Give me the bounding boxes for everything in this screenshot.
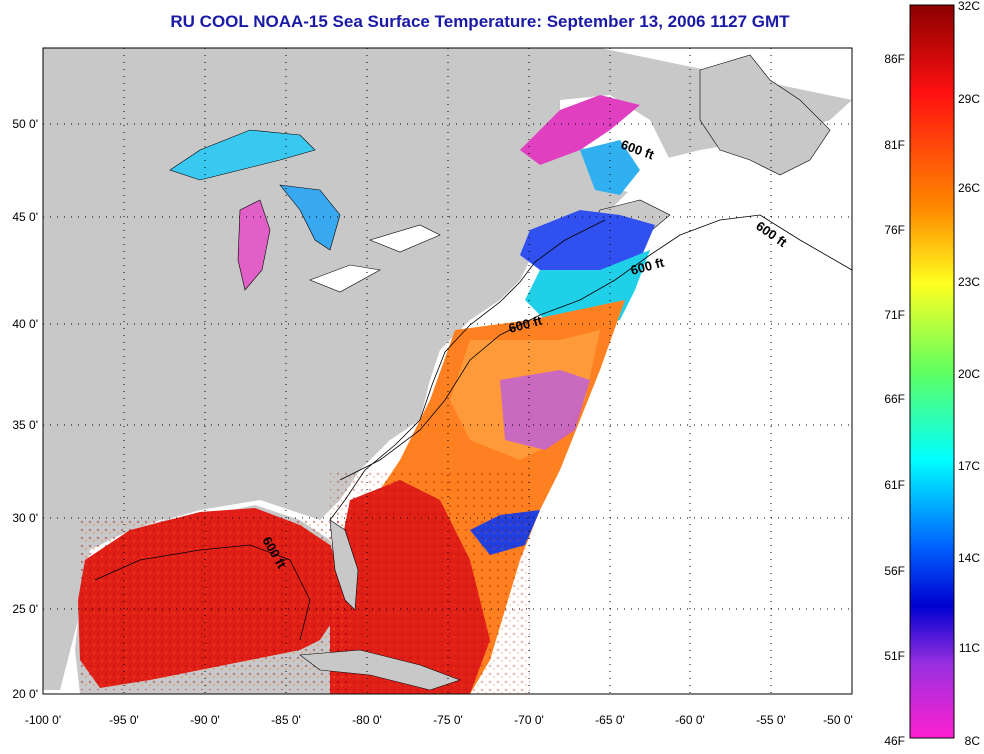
map-title: RU COOL NOAA-15 Sea Surface Temperature:…: [170, 12, 790, 31]
colorbar-c-label: 23C: [958, 275, 980, 289]
x-tick-label: -100 0': [25, 713, 61, 727]
colorbar-celsius-labels: 32C 29C 26C 23C 20C 17C 14C 11C 8C: [958, 0, 980, 748]
x-tick-label: -90 0': [190, 713, 220, 727]
y-tick-label: 25 0': [12, 602, 38, 616]
x-tick-label: -75 0': [433, 713, 463, 727]
x-tick-label: -50 0': [823, 713, 853, 727]
y-axis: 50 0' 45 0' 40 0' 35 0' 30 0' 25 0' 20 0…: [12, 117, 38, 701]
colorbar-f-label: 61F: [884, 478, 905, 492]
x-tick-label: -80 0': [352, 713, 382, 727]
colorbar-c-label: 32C: [958, 0, 980, 13]
florida: [329, 519, 359, 611]
colorbar-c-label: 29C: [958, 92, 980, 106]
colorbar-c-label: 26C: [958, 181, 980, 195]
colorbar: [909, 4, 955, 739]
x-tick-label: -60 0': [675, 713, 705, 727]
x-tick-label: -95 0': [109, 713, 139, 727]
x-tick-label: -85 0': [271, 713, 301, 727]
sst-atlantic-purple: [500, 370, 590, 450]
y-tick-label: 30 0': [12, 511, 38, 525]
y-tick-label: 35 0': [12, 418, 38, 432]
map-frame: [42, 47, 853, 695]
x-tick-label: -55 0': [756, 713, 786, 727]
x-tick-label: -65 0': [595, 713, 625, 727]
colorbar-f-label: 46F: [884, 734, 905, 748]
colorbar-c-label: 20C: [958, 367, 980, 381]
colorbar-f-label: 66F: [884, 392, 905, 406]
x-tick-label: -70 0': [514, 713, 544, 727]
colorbar-f-label: 86F: [884, 52, 905, 66]
sst-cold-north: [520, 95, 640, 165]
gridlines: [43, 48, 852, 694]
colorbar-f-label: 51F: [884, 649, 905, 663]
gulf-texture: [80, 520, 350, 690]
coastline-east: [329, 219, 606, 521]
colorbar-f-label: 76F: [884, 223, 905, 237]
y-tick-label: 20 0': [12, 687, 38, 701]
colorbar-f-label: 81F: [884, 138, 905, 152]
colorbar-f-label: 71F: [884, 308, 905, 322]
y-tick-label: 50 0': [12, 117, 38, 131]
y-tick-label: 40 0': [12, 317, 38, 331]
isobath-600ft: [339, 214, 853, 481]
isobath-600ft-gulf: [94, 544, 311, 641]
colorbar-c-label: 11C: [959, 641, 980, 655]
newfoundland: [699, 54, 831, 176]
colorbar-f-label: 56F: [884, 564, 905, 578]
cuba: [299, 649, 461, 691]
colorbar-c-label: 8C: [965, 734, 981, 748]
colorbar-c-label: 14C: [958, 551, 980, 565]
colorbar-c-label: 17C: [958, 459, 980, 473]
y-tick-label: 45 0': [12, 210, 38, 224]
x-axis: -100 0' -95 0' -90 0' -85 0' -80 0' -75 …: [25, 713, 853, 727]
colorbar-fahrenheit-labels: 86F 81F 76F 71F 66F 61F 56F 51F 46F: [884, 52, 905, 748]
